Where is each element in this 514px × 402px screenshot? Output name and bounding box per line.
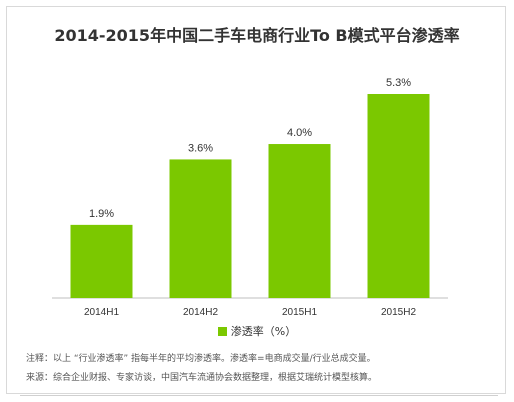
bar-2015H2 <box>367 94 430 298</box>
x-tick-2014H1: 2014H1 <box>84 307 119 318</box>
data-label-2014H2: 3.6% <box>188 142 213 154</box>
data-label-2015H2: 5.3% <box>386 77 411 89</box>
legend-label: 渗透率（%） <box>230 325 297 338</box>
data-label-2014H1: 1.9% <box>89 208 114 220</box>
chart-title: 2014-2015年中国二手车电商行业To B模式平台渗透率 <box>54 26 460 45</box>
source-text: 来源：综合企业财报、专家访谈，中国汽车流通协会数据整理，根据艾瑞统计模型核算。 <box>26 373 378 383</box>
legend: 渗透率（%） <box>0 323 514 339</box>
x-tick-2015H1: 2015H1 <box>282 307 317 318</box>
note-text: 注释：以上 “行业渗透率” 指每半年的平均渗透率。渗透率=电商成交量/行业总成交… <box>26 354 376 364</box>
bottom-divider <box>20 395 498 396</box>
data-label-2015H1: 4.0% <box>287 127 312 139</box>
bar-2014H2 <box>169 159 232 298</box>
legend-swatch <box>217 327 227 336</box>
bar-2014H1 <box>70 224 133 298</box>
x-tick-2015H2: 2015H2 <box>381 307 416 318</box>
x-tick-2014H2: 2014H2 <box>183 307 218 318</box>
bar-2015H1 <box>268 144 331 298</box>
notes: 注释：以上 “行业渗透率” 指每半年的平均渗透率。渗透率=电商成交量/行业总成交… <box>26 350 496 388</box>
